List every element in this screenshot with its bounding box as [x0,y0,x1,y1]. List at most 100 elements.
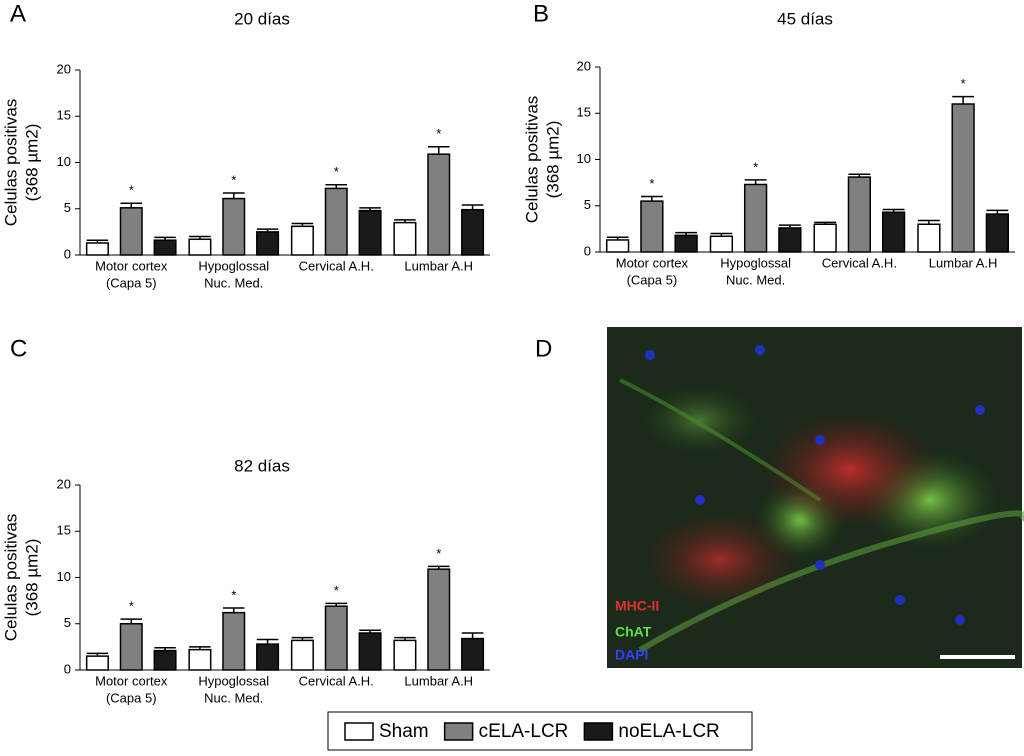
bar [119,623,143,671]
stain-label: MHC-II [615,598,659,614]
bar [358,209,382,256]
legend-swatch [583,722,614,741]
legend-swatch [344,722,374,741]
y-tick-label: 5 [64,200,71,215]
bar [709,235,734,253]
panel-letter: B [533,0,549,27]
significance: * [649,176,654,191]
bar [605,239,630,253]
significance: * [961,76,966,91]
y-tick-label: 0 [64,661,71,676]
legend-label: noELA-LCR [618,721,719,742]
bar [256,643,280,671]
y-tick-label: 5 [584,197,591,212]
bar [119,207,143,256]
y-axis-label: (368 µm2) [543,121,562,199]
bar [85,655,109,671]
x-tick-label: Lumbar A.H [404,258,473,273]
y-tick-label: 0 [64,246,71,261]
bar [427,568,451,671]
panel-letter: D [535,335,552,362]
x-tick-label: Motor cortex [616,255,689,270]
x-tick-label: Nuc. Med. [204,275,263,290]
bar [256,231,280,256]
micrograph [607,327,1024,668]
bar [985,213,1010,253]
bar [461,208,485,256]
bar [847,176,872,253]
bar [393,221,417,256]
legend-box [327,711,753,751]
bar [674,234,698,253]
y-axis-label: (368 µm2) [22,124,41,202]
legend-label: cELA-LCR [479,721,569,742]
significance: * [753,159,758,174]
x-tick-label: Motor cortex [95,673,168,688]
x-tick-label: (Capa 5) [106,690,157,705]
stain-label: DAPI [615,647,648,663]
significance: * [231,172,236,187]
chart-title: 20 días [234,9,290,28]
chart-title: 82 días [234,456,290,475]
x-tick-label: (Capa 5) [106,275,157,290]
legend-swatch [443,722,474,741]
x-tick-label: Cervical A.H. [299,258,374,273]
significance: * [231,587,236,602]
significance: * [436,126,441,141]
y-tick-label: 20 [57,476,71,491]
y-tick-label: 15 [577,105,591,120]
x-tick-label: Lumbar A.H [404,673,473,688]
significance: * [436,546,441,561]
y-axis-label: (368 µm2) [22,539,41,617]
y-tick-label: 20 [577,58,591,73]
x-tick-label: Hypoglossal [198,258,269,273]
y-axis-label: Celulas positivas [1,99,20,227]
significance: * [334,583,339,598]
bar [290,225,314,256]
x-tick-label: Motor cortex [95,258,168,273]
legend-label: Sham [379,721,429,742]
x-tick-label: Hypoglossal [720,255,791,270]
bar [222,611,246,671]
bar [85,242,109,256]
chart-title: 45 días [777,9,833,28]
x-tick-label: Lumbar A.H [929,255,998,270]
bar [188,648,212,671]
significance: * [334,164,339,179]
significance: * [129,599,134,614]
bar [222,197,246,256]
bar [951,103,975,253]
x-tick-label: Nuc. Med. [204,690,263,705]
y-tick-label: 10 [57,154,71,169]
bar [153,239,177,256]
x-tick-label: Cervical A.H. [299,673,374,688]
y-axis-label: Celulas positivas [1,514,20,642]
x-tick-label: Nuc. Med. [726,272,785,287]
bar [324,605,348,671]
bar [917,223,941,253]
significance: * [129,183,134,198]
bar [813,223,837,253]
bar [153,649,177,671]
y-tick-label: 15 [57,523,71,538]
bar [743,183,768,253]
y-tick-label: 15 [57,108,71,123]
panel-letter: A [10,0,26,27]
y-tick-label: 5 [64,615,71,630]
x-tick-label: Cervical A.H. [822,255,897,270]
bar [881,211,906,253]
bar [427,153,451,256]
bar [778,227,802,253]
y-tick-label: 0 [584,243,591,258]
y-tick-label: 10 [577,151,591,166]
panel-letter: C [10,335,27,362]
bar [290,639,314,671]
stain-label: ChAT [615,624,652,640]
y-tick-label: 10 [57,569,71,584]
x-tick-label: Hypoglossal [198,673,269,688]
y-tick-label: 20 [57,61,71,76]
bar [461,637,485,671]
bar [324,187,348,256]
